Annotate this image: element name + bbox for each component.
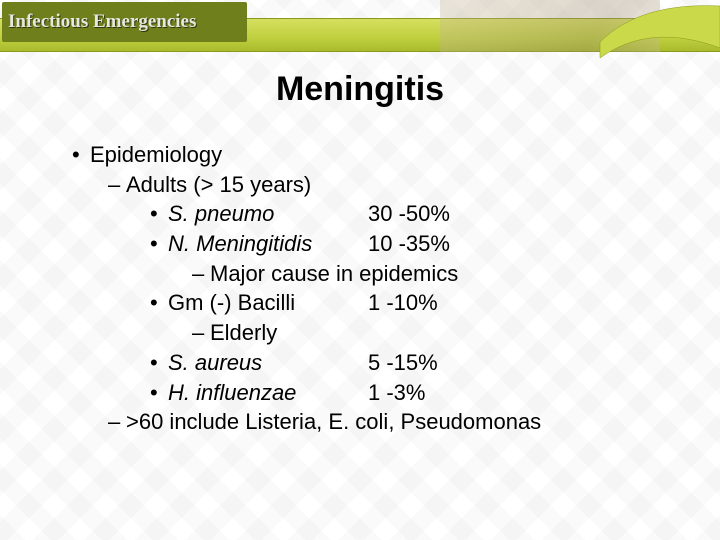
bullet-l4: – [192, 259, 210, 289]
pathogen-name: S. pneumo [168, 201, 274, 226]
header: Infectious Emergencies [0, 0, 720, 50]
bullet-l3: • [150, 348, 168, 378]
level-3-item: •H. influenzae 1 -3% [150, 378, 680, 408]
bullet-l1: • [72, 140, 90, 170]
slide-content: •Epidemiology –Adults (> 15 years) •S. p… [72, 140, 680, 437]
pathogen-pct: 30 -50% [368, 199, 450, 229]
slide-title: Meningitis [0, 70, 720, 109]
level-3-item: •S. aureus 5 -15% [150, 348, 680, 378]
level-2-item: –Adults (> 15 years) [108, 170, 680, 200]
bullet-l2: – [108, 170, 126, 200]
pathogen-name: N. Meningitidis [168, 231, 312, 256]
bullet-l4: – [192, 318, 210, 348]
bullet-l2: – [108, 407, 126, 437]
level-3-item: •N. Meningitidis 10 -35% [150, 229, 680, 259]
pathogen-pct: 10 -35% [368, 229, 450, 259]
bullet-l3: • [150, 288, 168, 318]
pathogen-name: S. aureus [168, 350, 262, 375]
pathogen-name: H. influenzae [168, 380, 296, 405]
pathogen-pct: 5 -15% [368, 348, 438, 378]
pathogen-pct: 1 -3% [368, 378, 425, 408]
header-swoosh [590, 0, 720, 72]
level-1-item: •Epidemiology [72, 140, 680, 170]
l2a-text: Adults (> 15 years) [126, 172, 311, 197]
bullet-l3: • [150, 199, 168, 229]
pathogen-note: Major cause in epidemics [210, 261, 458, 286]
level-4-item: –Major cause in epidemics [192, 259, 680, 289]
level-3-item: •S. pneumo 30 -50% [150, 199, 680, 229]
header-title: Infectious Emergencies [2, 2, 247, 42]
pathogen-pct: 1 -10% [368, 288, 438, 318]
level-2-item: –>60 include Listeria, E. coli, Pseudomo… [108, 407, 680, 437]
l1-text: Epidemiology [90, 142, 222, 167]
level-4-item: –Elderly [192, 318, 680, 348]
bullet-l3: • [150, 378, 168, 408]
pathogen-name: Gm (-) Bacilli [168, 290, 295, 315]
level-3-item: •Gm (-) Bacilli 1 -10% [150, 288, 680, 318]
l2b-text: >60 include Listeria, E. coli, Pseudomon… [126, 409, 541, 434]
pathogen-note: Elderly [210, 320, 277, 345]
bullet-l3: • [150, 229, 168, 259]
